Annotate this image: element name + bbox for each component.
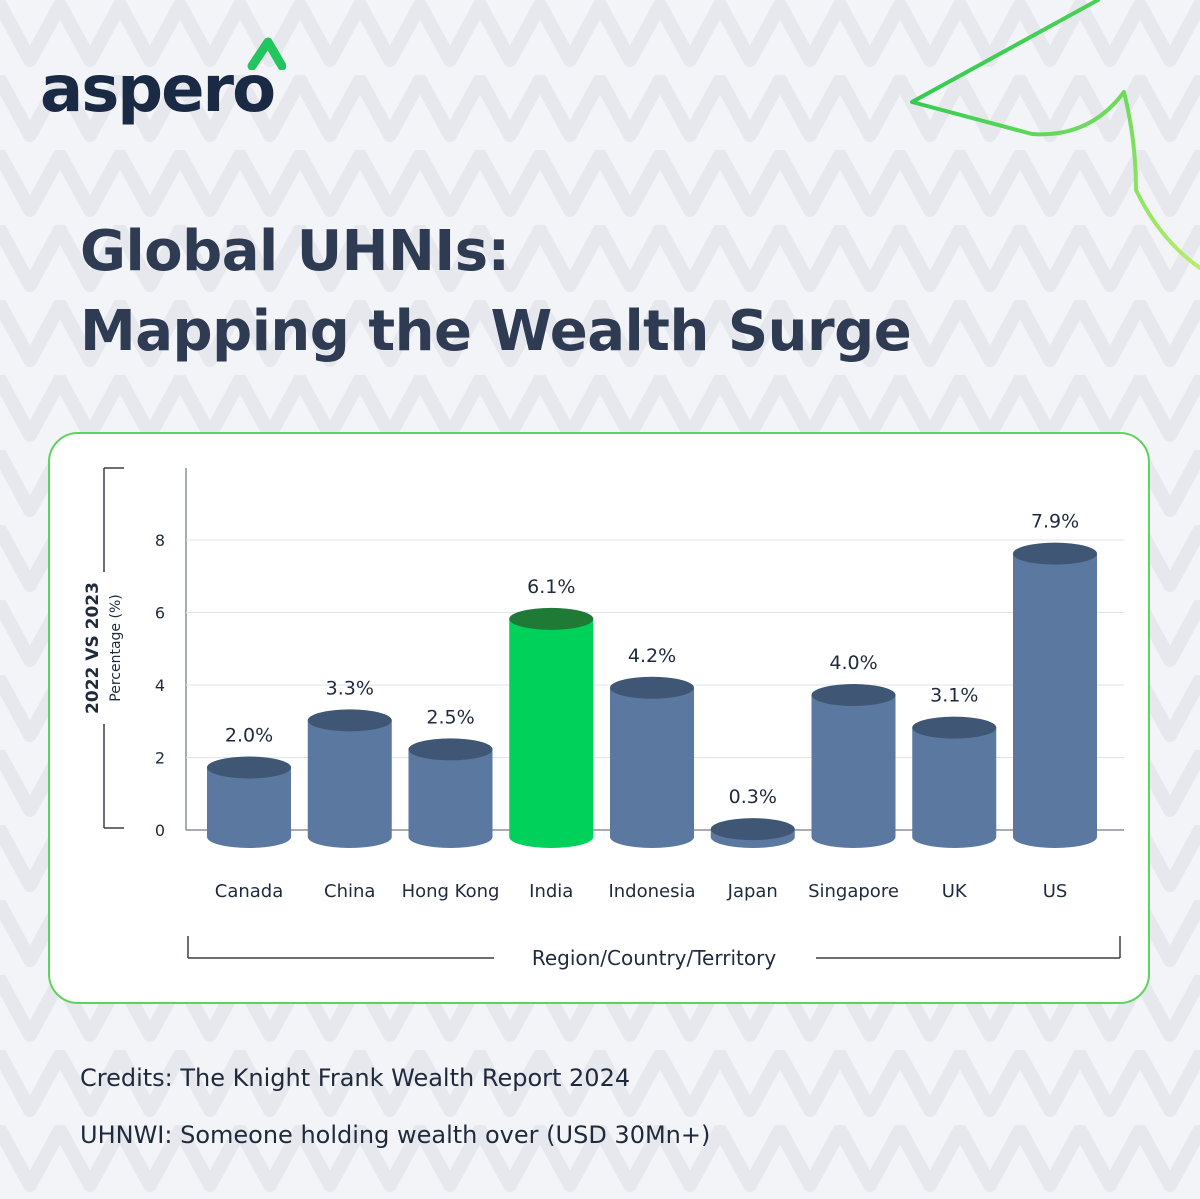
data-label: 3.1% [930, 685, 978, 707]
y-tick-label: 2 [155, 749, 165, 768]
credits-text: Credits: The Knight Frank Wealth Report … [80, 1064, 631, 1092]
bar-body [610, 687, 694, 848]
x-tick-label: China [324, 881, 375, 902]
bar-top [811, 684, 896, 706]
bar-top [1013, 542, 1097, 565]
bar-body [1013, 553, 1097, 848]
bar-top [307, 709, 392, 732]
data-label: 0.3% [729, 786, 777, 808]
bar-canada: 2.0% [207, 725, 291, 848]
bar-uk: 3.1% [912, 685, 997, 848]
caret-up-icon [247, 37, 286, 70]
data-label: 7.9% [1031, 511, 1079, 533]
data-label: 2.5% [426, 706, 474, 728]
y-tick-label: 0 [155, 821, 165, 840]
aspero-logo: aspero [40, 36, 300, 136]
x-tick-label: Canada [215, 881, 284, 902]
x-axis-title: Region/Country/Territory [532, 946, 776, 970]
bar-hong-kong: 2.5% [408, 706, 493, 848]
bar-top [408, 738, 493, 761]
bar-top [610, 676, 694, 699]
y-tick-label: 4 [155, 676, 165, 695]
y-axis-bracket [103, 467, 124, 829]
x-tick-label: Hong Kong [402, 881, 500, 902]
bars: 2.0% 3.3% 2.5% 6.1% 4.2% 0.3% 4.0% 3.1% 7.9% [207, 511, 1097, 848]
x-tick-label: Indonesia [608, 881, 695, 902]
x-tick-label: Singapore [808, 881, 899, 902]
x-axis-bracket [187, 936, 1121, 959]
bar-body [912, 727, 997, 848]
bar-japan: 0.3% [710, 786, 795, 848]
bar-china: 3.3% [307, 677, 392, 848]
data-label: 4.2% [628, 645, 676, 667]
bar-singapore: 4.0% [811, 652, 896, 848]
data-label: 3.3% [326, 677, 374, 699]
x-tick-label: Japan [727, 881, 778, 902]
paper-plane-icon [910, 0, 1200, 270]
bar-indonesia: 4.2% [610, 645, 694, 848]
bar-top [912, 716, 997, 739]
bar-body [307, 720, 392, 848]
bar-top [710, 818, 795, 841]
x-tick-label: India [529, 881, 573, 902]
y-tick-label: 6 [155, 604, 165, 623]
title-line-1: Global UHNIs: [80, 219, 510, 284]
definition-text: UHNWI: Someone holding wealth over (USD … [80, 1121, 711, 1149]
page-title: Global UHNIs: Mapping the Wealth Surge [80, 212, 912, 372]
bar-top [207, 756, 291, 779]
x-tick-label: US [1043, 881, 1068, 902]
bar-india: 6.1% [509, 576, 594, 848]
y-tick-label: 8 [155, 531, 165, 550]
x-tick-label: UK [942, 881, 968, 902]
y-axis-title: 2022 VS 2023 [83, 582, 103, 714]
bar-body [408, 749, 493, 848]
title-line-2: Mapping the Wealth Surge [80, 299, 912, 364]
data-label: 4.0% [829, 652, 877, 674]
bar-body [207, 767, 291, 848]
bar-body [509, 618, 594, 848]
y-axis-subtitle: Percentage (%) [108, 594, 124, 701]
x-tick-labels: Canada China Hong Kong India Indonesia Japan S… [215, 881, 1068, 902]
bar-body [811, 695, 896, 848]
logo-wordmark: aspero [40, 53, 276, 127]
bar-top [509, 607, 594, 630]
data-label: 6.1% [527, 576, 575, 598]
bar-us: 7.9% [1013, 511, 1097, 848]
data-label: 2.0% [225, 725, 273, 747]
bar-chart: 2022 VS 2023 Percentage (%) 0 2 4 6 8 2.0% 3.… [83, 467, 1124, 970]
y-tick-labels: 0 2 4 6 8 [155, 531, 165, 840]
